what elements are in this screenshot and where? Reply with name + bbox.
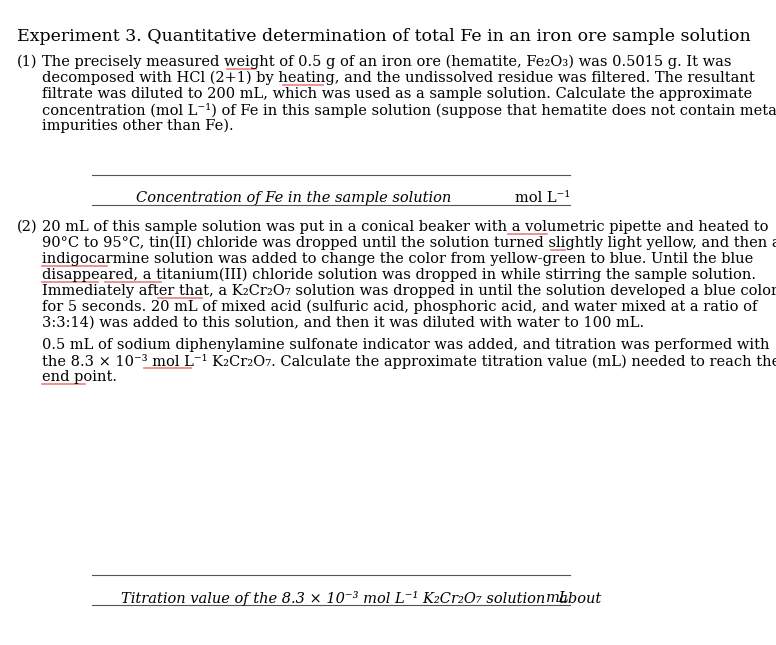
- Text: 3:3:14) was added to this solution, and then it was diluted with water to 100 mL: 3:3:14) was added to this solution, and …: [42, 316, 644, 330]
- Text: 0.5 mL of sodium diphenylamine sulfonate indicator was added, and titration was : 0.5 mL of sodium diphenylamine sulfonate…: [42, 338, 769, 352]
- Text: mol L⁻¹: mol L⁻¹: [514, 191, 570, 205]
- Text: for 5 seconds. 20 mL of mixed acid (sulfuric acid, phosphoric acid, and water mi: for 5 seconds. 20 mL of mixed acid (sulf…: [42, 300, 757, 314]
- Text: impurities other than Fe).: impurities other than Fe).: [42, 119, 234, 134]
- Text: disappeared, a titanium(III) chloride solution was dropped in while stirring the: disappeared, a titanium(III) chloride so…: [42, 268, 756, 283]
- Text: 90°C to 95°C, tin(II) chloride was dropped until the solution turned slightly li: 90°C to 95°C, tin(II) chloride was dropp…: [42, 236, 776, 250]
- Text: Titration value of the 8.3 × 10⁻³ mol L⁻¹ K₂Cr₂O₇ solution   about: Titration value of the 8.3 × 10⁻³ mol L⁻…: [121, 591, 601, 606]
- Text: Immediately after that, a K₂Cr₂O₇ solution was dropped in until the solution dev: Immediately after that, a K₂Cr₂O₇ soluti…: [42, 284, 776, 298]
- Text: Concentration of Fe in the sample solution: Concentration of Fe in the sample soluti…: [136, 191, 452, 205]
- Text: (2): (2): [16, 220, 37, 234]
- Text: end point.: end point.: [42, 370, 116, 384]
- Text: 20 mL of this sample solution was put in a conical beaker with a volumetric pipe: 20 mL of this sample solution was put in…: [42, 220, 768, 234]
- Text: decomposed with HCl (2+1) by heating, and the undissolved residue was filtered. : decomposed with HCl (2+1) by heating, an…: [42, 71, 754, 85]
- Text: The precisely measured weight of 0.5 g of an iron ore (hematite, Fe₂O₃) was 0.50: The precisely measured weight of 0.5 g o…: [42, 55, 731, 70]
- Text: the 8.3 × 10⁻³ mol L⁻¹ K₂Cr₂O₇. Calculate the approximate titration value (mL) n: the 8.3 × 10⁻³ mol L⁻¹ K₂Cr₂O₇. Calculat…: [42, 354, 776, 369]
- Text: Experiment 3. Quantitative determination of total Fe in an iron ore sample solut: Experiment 3. Quantitative determination…: [16, 28, 750, 45]
- Text: filtrate was diluted to 200 mL, which was used as a sample solution. Calculate t: filtrate was diluted to 200 mL, which wa…: [42, 87, 752, 101]
- Text: concentration (mol L⁻¹) of Fe in this sample solution (suppose that hematite doe: concentration (mol L⁻¹) of Fe in this sa…: [42, 103, 776, 118]
- Text: indigocarmine solution was added to change the color from yellow-green to blue. : indigocarmine solution was added to chan…: [42, 252, 753, 266]
- Text: mL: mL: [546, 591, 570, 605]
- Text: (1): (1): [16, 55, 37, 69]
